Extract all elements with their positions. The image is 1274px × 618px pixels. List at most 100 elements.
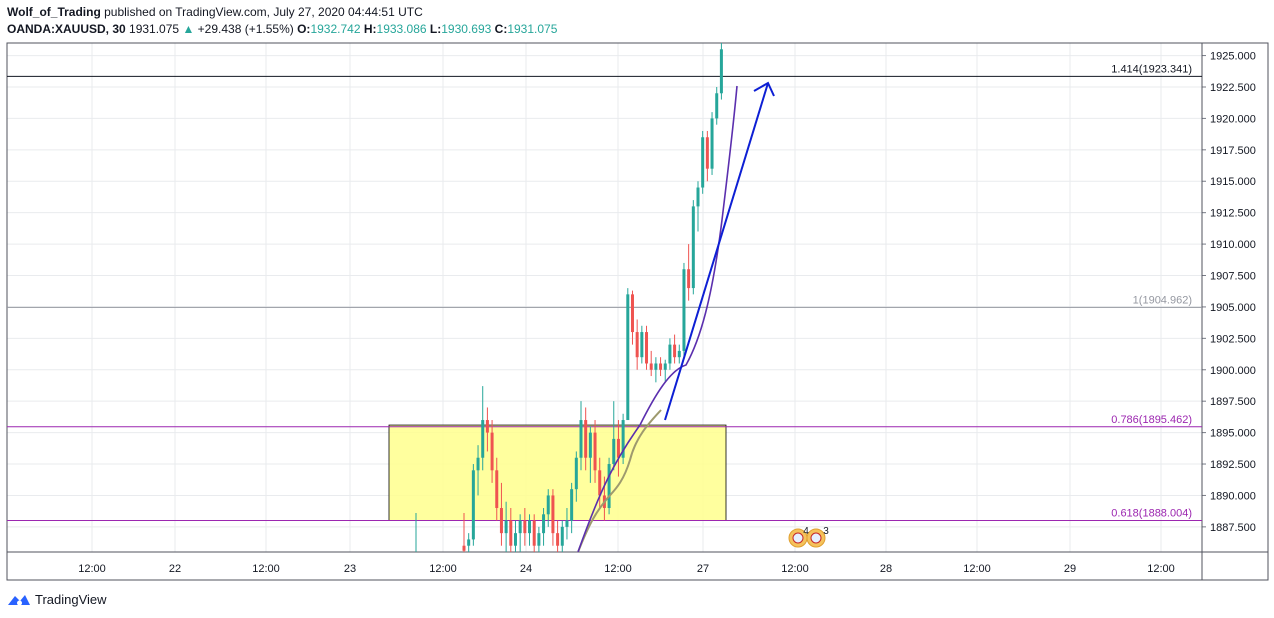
candle-body [626,294,630,421]
candle-body [513,533,517,546]
candle-body [654,363,658,370]
candle-body [607,464,611,509]
y-tick-label: 1887.500 [1210,522,1256,534]
candle-body [612,438,616,465]
candle-body [588,432,592,458]
fib-level-label: 0.786(1895.462) [1111,414,1192,426]
y-tick-label: 1897.500 [1210,396,1256,408]
candle-body [710,118,714,169]
candle-body [715,93,719,119]
candle-body [471,470,475,540]
footer-brand[interactable]: TradingView [35,591,107,607]
candle-body [593,432,597,471]
event-count-label: 4 [803,526,809,537]
high-label: H: [363,22,377,36]
fib-level-label: 1(1904.962) [1133,294,1192,306]
y-tick-label: 1902.500 [1210,333,1256,345]
plot-area [7,43,1202,552]
x-tick-label: 12:00 [429,563,457,575]
candle-body [556,533,560,546]
x-tick-label: 23 [344,563,356,575]
us-flag-icon [810,532,822,544]
fib-level-label: 0.618(1888.004) [1111,508,1192,520]
x-tick-label: 29 [1064,563,1076,575]
x-tick-label: 12:00 [78,563,106,575]
candle-body [691,206,695,289]
candle-body [645,332,649,364]
x-tick-label: 12:00 [1147,563,1175,575]
candle-body [640,332,644,358]
candle-body [467,539,471,546]
open-label: O: [297,22,311,36]
open-value: 1932.742 [310,22,361,36]
candle-body [476,457,480,471]
candle-body [509,520,513,546]
x-tick-label: 24 [520,563,532,575]
candle-body [574,457,578,490]
ma-gray-line [577,409,662,552]
candle-body [663,363,667,370]
candle-body [696,187,700,207]
candle-body [495,470,499,509]
ma-purple-line [577,85,738,552]
candle-body [630,294,634,333]
price-chart[interactable]: 1925.000 1922.500 1920.000 1917.500 1915.000… [0,0,1274,590]
close-label: C: [494,22,508,36]
candle-body [499,508,503,534]
symbol-label: OANDA:XAUUSD, 30 [7,22,126,36]
candle-body [462,545,466,551]
candle-body [635,332,639,358]
y-tick-label: 1910.000 [1210,239,1256,251]
publish-line: Wolf_of_Trading published on TradingView… [7,4,1267,21]
candle-body [523,520,527,534]
trend-arrow-line [664,82,769,421]
candle-body [537,533,541,546]
candle-body [481,420,485,458]
candle-body [504,520,508,534]
x-tick-label: 27 [697,563,709,575]
candle-body [546,495,550,515]
last-price: 1931.075 [129,22,180,36]
candle-body [677,350,681,358]
candle-body [570,489,574,521]
y-tick-label: 1925.000 [1210,51,1256,63]
candle-body [659,363,663,370]
chart-frame [6,42,1269,581]
ohlc-line: OANDA:XAUUSD, 30 1931.075 ▲ +29.438 (+1.… [7,21,1267,38]
tradingview-logo-icon[interactable] [7,591,31,607]
us-flag-icon [792,532,804,544]
y-tick-label: 1900.000 [1210,365,1256,377]
candle-body [542,514,546,534]
candle-body [551,495,555,534]
trend-arrow-head [753,81,775,97]
published-text: published on TradingView.com, July 27, 2… [100,5,423,19]
y-tick-label: 1922.500 [1210,82,1256,94]
x-tick-label: 12:00 [252,563,280,575]
y-tick-label: 1892.500 [1210,459,1256,471]
candle-body [701,137,705,188]
candle-body [598,470,602,496]
candle-body [490,432,494,471]
candle-body [579,420,583,458]
candle-body [705,137,709,169]
author-name[interactable]: Wolf_of_Trading [7,5,101,19]
candle-body [518,520,522,534]
candle-body [687,269,691,289]
candle-body [682,269,686,351]
close-value: 1931.075 [507,22,558,36]
x-tick-label: 12:00 [781,563,809,575]
candle-body [528,520,532,534]
low-value: 1930.693 [441,22,492,36]
candle-body [668,344,672,364]
y-tick-label: 1895.000 [1210,428,1256,440]
y-tick-label: 1917.500 [1210,145,1256,157]
supply-zone-rect [388,424,727,521]
candle-body [584,420,588,458]
candle-body [616,438,620,458]
candle-body [560,526,564,546]
candle-body [532,520,536,546]
footer: TradingView [7,591,107,607]
price-change: +29.438 (+1.55%) [197,22,294,36]
chart-header: Wolf_of_Trading published on TradingView… [7,4,1267,38]
y-tick-label: 1905.000 [1210,302,1256,314]
